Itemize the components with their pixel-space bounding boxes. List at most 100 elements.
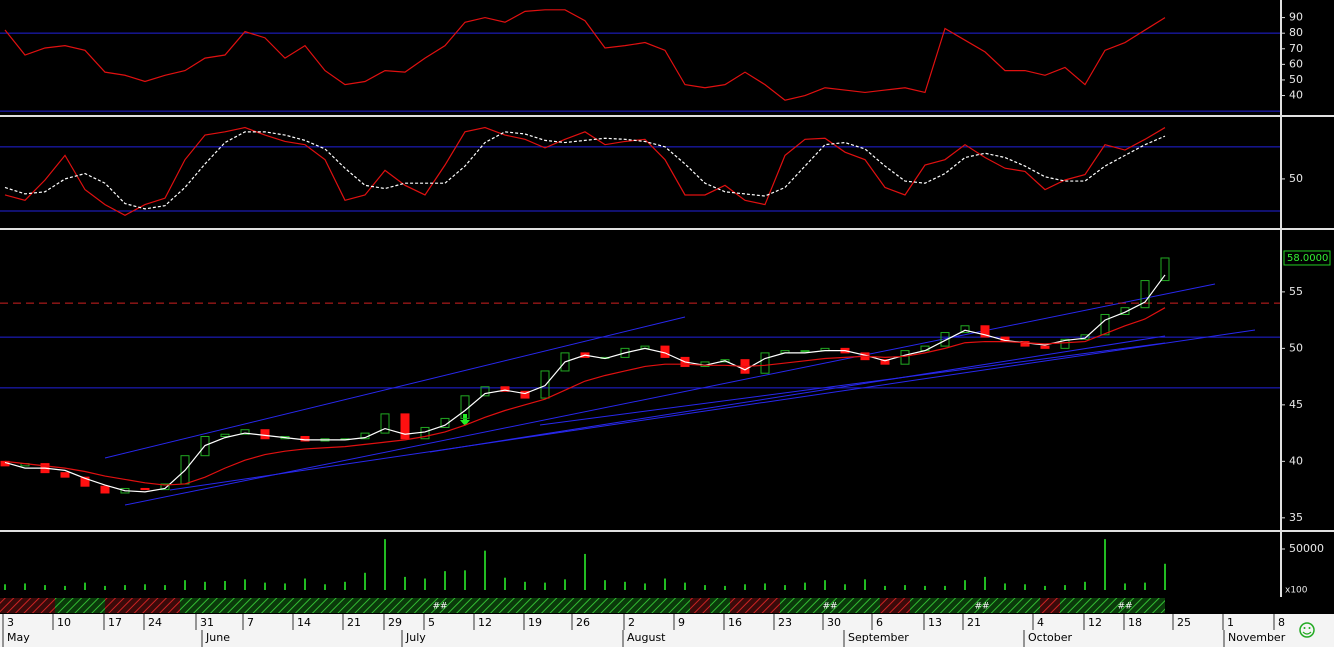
signal-strip — [0, 598, 1165, 613]
candle-up — [1160, 257, 1170, 282]
y-tick-label: 60 — [1289, 57, 1303, 70]
day-label: 30 — [827, 616, 841, 629]
candle-up — [960, 325, 970, 334]
last-price-label: 58.0000 — [1287, 253, 1328, 264]
y-tick-label: 50000 — [1289, 542, 1324, 555]
candle-down — [1020, 341, 1030, 347]
candle-up — [220, 433, 230, 437]
month-label: August — [627, 631, 666, 644]
month-label: May — [7, 631, 30, 644]
day-label: 13 — [928, 616, 942, 629]
day-label: 16 — [728, 616, 742, 629]
y-tick-label: 45 — [1289, 398, 1303, 411]
candle-down — [300, 435, 310, 442]
strip-label: ## — [432, 602, 447, 612]
candle-up — [800, 350, 810, 353]
indicator-line — [4, 9, 1166, 101]
day-label: 12 — [478, 616, 492, 629]
indicator-line — [4, 126, 1166, 216]
day-label: 29 — [388, 616, 402, 629]
day-label: 24 — [148, 616, 162, 629]
y-tick-label: 80 — [1289, 26, 1303, 39]
candle-down — [520, 390, 530, 399]
candle-up — [480, 386, 490, 397]
month-label: June — [205, 631, 230, 644]
day-label: 8 — [1278, 616, 1285, 629]
candle-down — [140, 487, 150, 491]
day-label: 3 — [7, 616, 14, 629]
candle-up — [720, 359, 730, 363]
candle-up — [420, 426, 430, 440]
day-label: 26 — [576, 616, 590, 629]
day-label: 25 — [1177, 616, 1191, 629]
candle-up — [760, 352, 770, 374]
candle-up — [1080, 334, 1090, 340]
y-tick-label: 70 — [1289, 42, 1303, 55]
day-label: 12 — [1088, 616, 1102, 629]
day-label: 1 — [1227, 616, 1234, 629]
y-tick-label: 50 — [1289, 341, 1303, 354]
day-label: 4 — [1037, 616, 1044, 629]
smiley-button[interactable] — [1284, 616, 1332, 646]
candle-up — [900, 350, 910, 365]
candle-down — [60, 472, 70, 478]
candle-down — [100, 485, 110, 494]
candle-down — [80, 476, 90, 487]
day-label: 21 — [347, 616, 361, 629]
day-label: 9 — [678, 616, 685, 629]
candle-down — [1040, 345, 1050, 349]
indicator-line — [4, 131, 1166, 210]
y-tick-label: 55 — [1289, 285, 1303, 298]
candle-down — [400, 413, 410, 440]
candle-up — [160, 483, 170, 491]
candle-down — [500, 386, 510, 392]
y-tick-label: 50 — [1289, 73, 1303, 86]
candle-down — [880, 359, 890, 365]
y-tick-label: 40 — [1289, 454, 1303, 467]
moving-average — [4, 274, 1166, 493]
y-tick-label: 35 — [1289, 511, 1303, 524]
day-label: 23 — [778, 616, 792, 629]
y-tick-label: 40 — [1289, 89, 1303, 102]
panel-borders — [0, 0, 1334, 597]
candle-up — [940, 332, 950, 347]
day-label: 7 — [247, 616, 254, 629]
day-label: 31 — [200, 616, 214, 629]
candle-up — [200, 435, 210, 457]
moving-average — [4, 307, 1166, 486]
day-label: 18 — [1128, 616, 1142, 629]
y-tick-label: 90 — [1289, 11, 1303, 24]
candle-up — [1140, 280, 1150, 309]
strip-label: ## — [822, 602, 837, 612]
candle-up — [1060, 338, 1070, 349]
candle-up — [620, 347, 630, 358]
candle-up — [1120, 307, 1130, 315]
day-label: 5 — [428, 616, 435, 629]
candle-up — [240, 429, 250, 435]
day-label: 21 — [967, 616, 981, 629]
day-label: 14 — [297, 616, 311, 629]
day-label: 2 — [628, 616, 635, 629]
candle-up — [560, 352, 570, 372]
month-label: October — [1028, 631, 1072, 644]
volume-unit: x100 — [1285, 586, 1308, 596]
last-price-box — [1283, 250, 1331, 266]
month-label: November — [1228, 631, 1286, 644]
day-label: 10 — [57, 616, 71, 629]
candle-down — [260, 429, 270, 440]
day-label: 17 — [108, 616, 122, 629]
month-label: September — [848, 631, 909, 644]
candle-up — [1100, 313, 1110, 336]
month-label: July — [405, 631, 426, 644]
y-tick-label: 50 — [1289, 172, 1303, 185]
strip-label: ## — [1117, 602, 1132, 612]
day-label: 6 — [876, 616, 883, 629]
candle-up — [540, 370, 550, 399]
candle-down — [980, 325, 990, 338]
date-axis-bg — [0, 614, 1334, 647]
day-label: 19 — [528, 616, 542, 629]
strip-label: ## — [974, 602, 989, 612]
